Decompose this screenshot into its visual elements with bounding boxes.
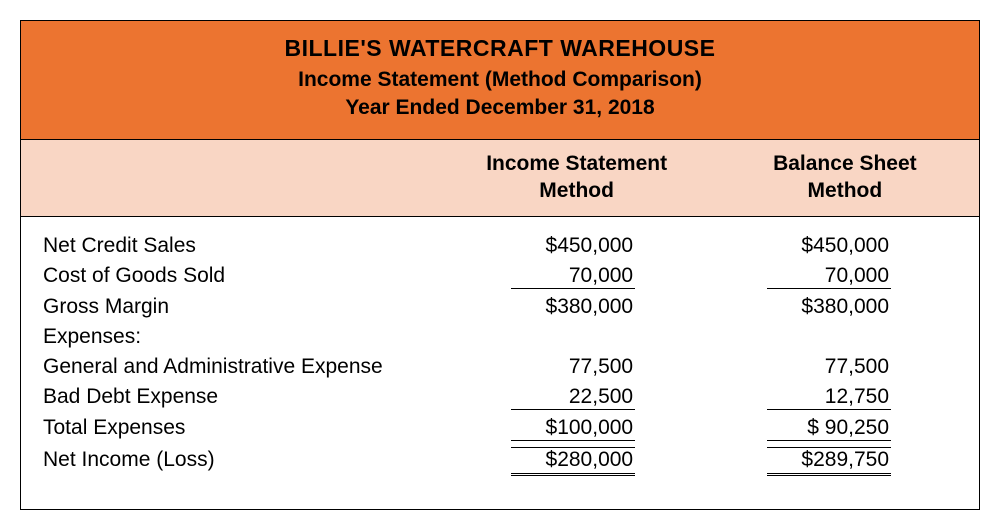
row-total-expenses: Total Expenses $100,000 $ 90,250 <box>43 413 957 444</box>
cell-value: $289,750 <box>767 447 891 476</box>
row-label: Net Credit Sales <box>43 234 445 258</box>
cell-value: $280,000 <box>511 447 635 476</box>
cell-value: $380,000 <box>511 295 635 319</box>
row-bad-debt: Bad Debt Expense 22,500 12,750 <box>43 382 957 413</box>
statement-title: Income Statement (Method Comparison) <box>31 66 969 94</box>
cell-value: 77,500 <box>511 355 635 379</box>
cell-value: 12,750 <box>767 385 891 410</box>
cell-value: $450,000 <box>511 234 635 258</box>
row-label: Gross Margin <box>43 295 445 319</box>
row-label: Expenses: <box>43 325 445 349</box>
cell-value: 22,500 <box>511 385 635 410</box>
row-label: Cost of Goods Sold <box>43 264 445 288</box>
column-header-row: Income StatementMethod Balance SheetMeth… <box>21 140 979 218</box>
row-ga-expense: General and Administrative Expense 77,50… <box>43 352 957 382</box>
cell-value: $100,000 <box>511 416 635 441</box>
cell-value: 77,500 <box>767 355 891 379</box>
row-label: Total Expenses <box>43 416 445 440</box>
row-net-credit-sales: Net Credit Sales $450,000 $450,000 <box>43 231 957 261</box>
income-statement-table: BILLIE'S WATERCRAFT WAREHOUSE Income Sta… <box>20 20 980 510</box>
company-name: BILLIE'S WATERCRAFT WAREHOUSE <box>31 35 969 62</box>
row-cogs: Cost of Goods Sold 70,000 70,000 <box>43 261 957 292</box>
column-header-2: Balance SheetMethod <box>711 140 979 217</box>
column-header-1: Income StatementMethod <box>443 140 711 217</box>
row-net-income: Net Income (Loss) $280,000 $289,750 <box>43 444 957 479</box>
row-expenses-header: Expenses: <box>43 322 957 352</box>
row-label: Bad Debt Expense <box>43 385 445 409</box>
statement-body: Net Credit Sales $450,000 $450,000 Cost … <box>21 217 979 509</box>
cell-value: $ 90,250 <box>767 416 891 441</box>
statement-header: BILLIE'S WATERCRAFT WAREHOUSE Income Sta… <box>21 21 979 140</box>
cell-value: 70,000 <box>767 264 891 289</box>
row-label: General and Administrative Expense <box>43 355 445 379</box>
cell-value: $380,000 <box>767 295 891 319</box>
cell-value: $450,000 <box>767 234 891 258</box>
statement-period: Year Ended December 31, 2018 <box>31 94 969 122</box>
row-label: Net Income (Loss) <box>43 448 445 472</box>
cell-value: 70,000 <box>511 264 635 289</box>
row-gross-margin: Gross Margin $380,000 $380,000 <box>43 292 957 322</box>
